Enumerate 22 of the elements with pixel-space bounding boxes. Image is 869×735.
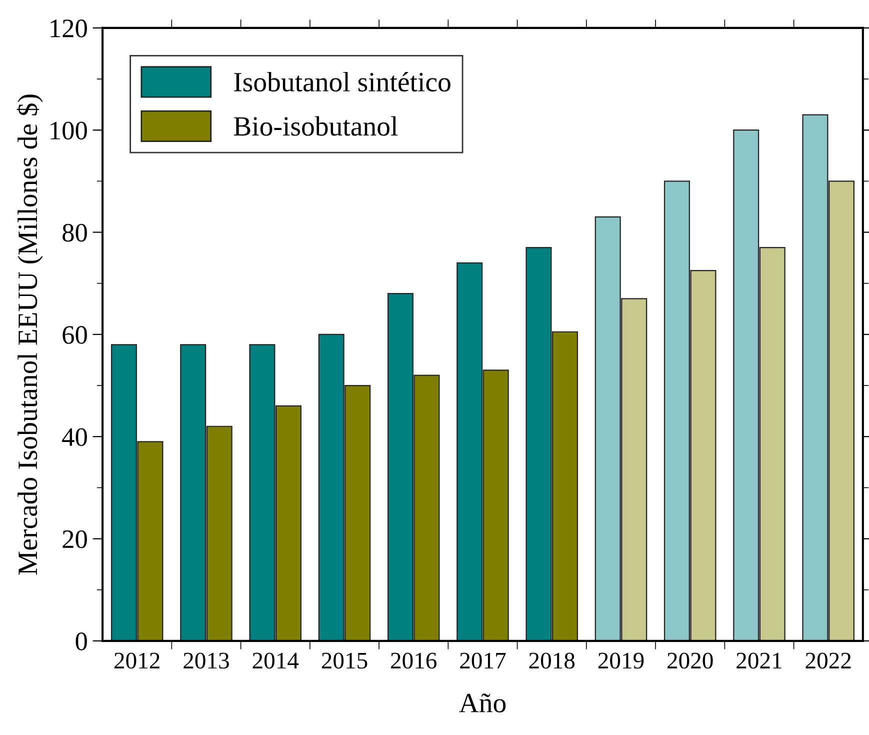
x-axis-title: Año <box>459 693 506 712</box>
y-tick-label: 60 <box>62 326 87 344</box>
y-tick-label: 100 <box>50 122 87 140</box>
x-tick-label: 2012 <box>114 652 160 669</box>
y-axis-title: Mercado Isobutanol EEUU (Millones de $) <box>16 94 43 575</box>
x-tick-label: 2018 <box>529 652 575 669</box>
y-tick-label: 80 <box>62 224 87 242</box>
x-tick-label: 2020 <box>668 652 713 669</box>
y-tick-label: 120 <box>50 20 87 38</box>
x-tick-label: 2022 <box>806 652 851 669</box>
x-tick-label: 2015 <box>322 652 368 669</box>
x-tick-label: 2021 <box>736 652 782 669</box>
x-tick-label: 2014 <box>252 652 299 669</box>
x-tick-label: 2019 <box>598 652 644 669</box>
y-tick-label: 20 <box>62 530 87 548</box>
x-tick-label: 2016 <box>391 652 437 669</box>
x-tick-label: 2017 <box>460 652 506 669</box>
y-tick-label: 0 <box>76 632 87 650</box>
y-tick-label: 40 <box>62 428 87 446</box>
x-tick-label: 2013 <box>184 652 229 669</box>
legend-label: Isobutanol sintético <box>234 72 450 92</box>
legend-label: Bio-isobutanol <box>234 116 398 136</box>
